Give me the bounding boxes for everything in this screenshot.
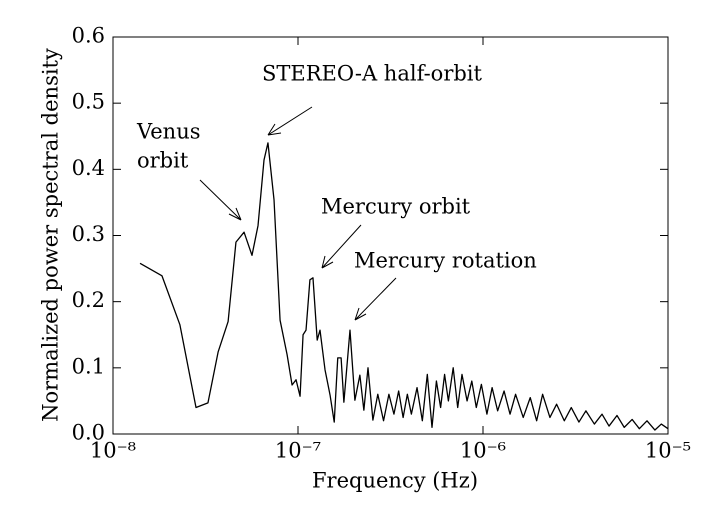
- arrow: [267, 106, 313, 136]
- annotation: Venus: [136, 120, 201, 144]
- y-axis-label: Normalized power spectral density: [39, 48, 63, 422]
- x-tick-label: 10⁻⁶: [460, 439, 506, 463]
- annotation: Mercury orbit: [321, 195, 471, 219]
- arrow: [321, 224, 362, 269]
- plot-frame: [112, 36, 669, 435]
- annotation: Mercury rotation: [354, 249, 537, 273]
- y-tick-label: 0.6: [72, 24, 105, 48]
- x-axis-label: Frequency (Hz): [312, 469, 478, 493]
- y-tick-label: 0.1: [72, 354, 105, 378]
- arrows: [199, 106, 397, 321]
- y-tick-label: 0.2: [72, 288, 105, 312]
- x-tick-label: 10⁻⁷: [275, 439, 321, 463]
- y-tick-label: 0.3: [72, 222, 105, 246]
- x-tick-label: 10⁻⁵: [645, 439, 691, 463]
- annotation: STEREO-A half-orbit: [262, 62, 483, 86]
- annotation: orbit: [137, 149, 189, 173]
- x-tick-label: 10⁻⁸: [90, 439, 136, 463]
- y-tick-label: 0.0: [72, 421, 105, 445]
- y-tick-label: 0.4: [72, 156, 105, 180]
- arrow: [354, 277, 397, 321]
- y-tick-label: 0.5: [72, 90, 105, 114]
- data-line: [139, 142, 669, 431]
- arrow: [199, 179, 242, 221]
